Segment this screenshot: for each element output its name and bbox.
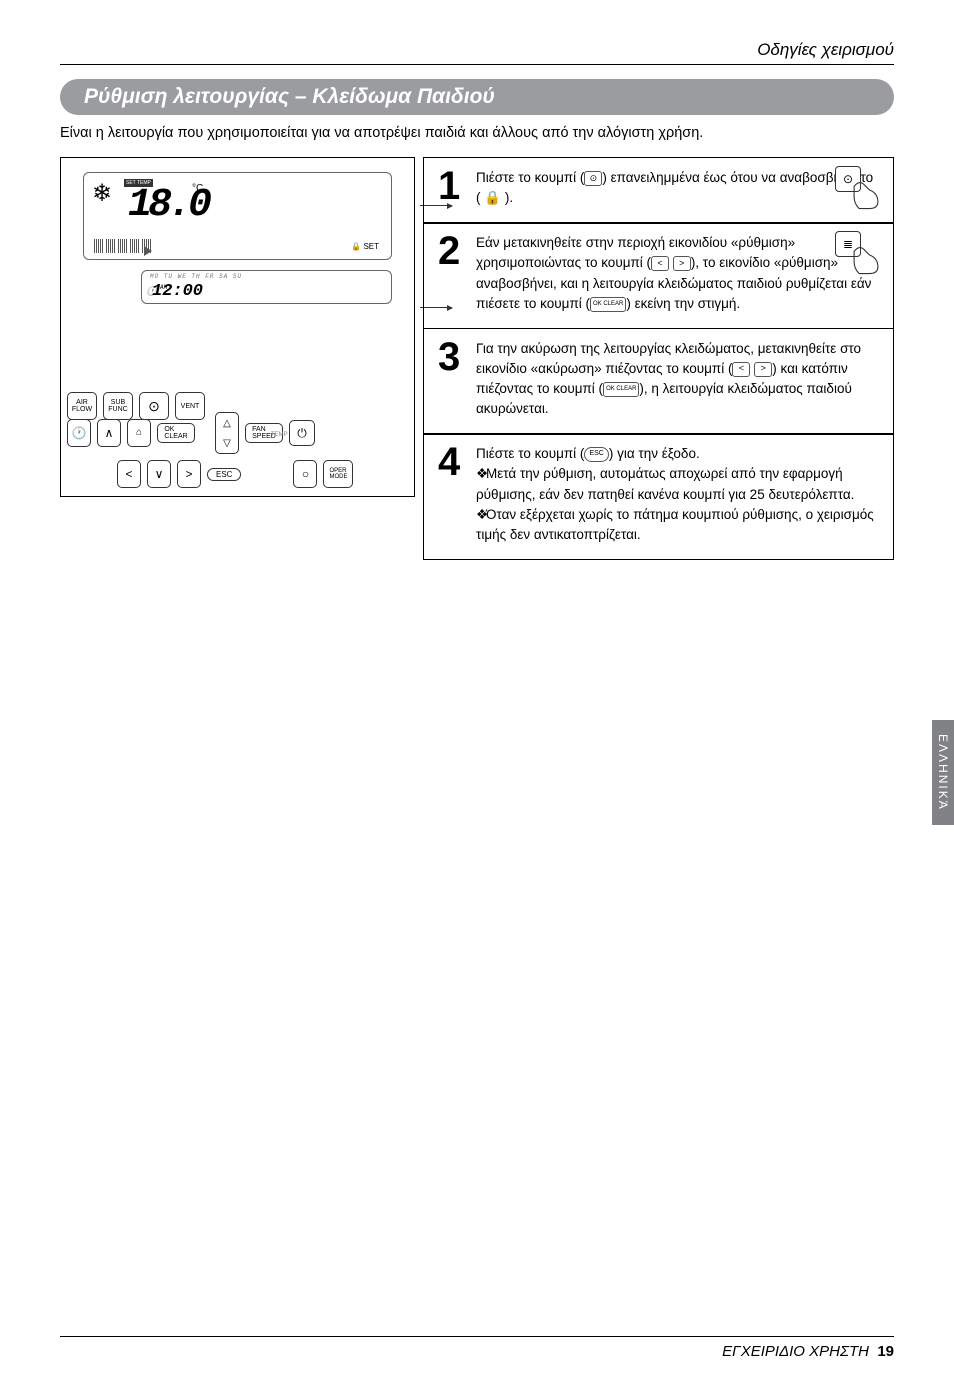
timer-button: 🕐 — [67, 419, 91, 447]
opermode-button: OPER MODE — [323, 460, 353, 488]
step-2: 2 Εάν μετακινηθείτε στην περιοχή εικονιδ… — [423, 222, 894, 329]
okclear-button: OK CLEAR — [157, 423, 195, 443]
step-3-text: Για την ακύρωση της λειτουργίας κλειδώμα… — [476, 339, 879, 420]
step-3: 3 Για την ακύρωση της λειτουργίας κλειδώ… — [423, 328, 894, 435]
remote-diagram: ❄ SET TEMP 18.0 °C 🔒 SET MO TU WE TH FR … — [60, 157, 415, 497]
step-3-number: 3 — [438, 339, 466, 420]
left-icon: < — [732, 362, 750, 377]
degree-label: °C — [192, 183, 203, 194]
section-title-bar: Ρύθμιση λειτουργίας – Κλείδωμα Παιδιού — [60, 79, 894, 115]
flow-arrow-icon — [144, 246, 152, 256]
lock-icon: 🔒 — [484, 190, 501, 205]
left-button: < — [117, 460, 141, 488]
remote-upper-display: ❄ SET TEMP 18.0 °C 🔒 SET — [83, 172, 392, 260]
left-icon: < — [651, 256, 669, 271]
step-1-number: 1 — [438, 168, 466, 209]
lock-set-label: 🔒 SET — [351, 242, 379, 251]
power-button: ⏻ — [289, 420, 315, 446]
step-4: 4 Πιέστε το κουμπί (ESC) για την έξοδο. … — [423, 433, 894, 560]
right-icon: > — [754, 362, 772, 377]
press-hand-icon-2: ≣ — [835, 231, 883, 279]
okclear-icon: OK CLEAR — [590, 297, 626, 312]
press-hand-icon-1: ⊙ — [835, 166, 883, 214]
okclear-icon: OK CLEAR — [603, 382, 639, 397]
weekdays-label: MO TU WE TH FR SA SU — [150, 273, 242, 280]
gear-icon: ⊙ — [584, 171, 602, 186]
temp-label: TEMP — [271, 432, 288, 438]
down-button: ∨ — [147, 460, 171, 488]
remote-lower-display: MO TU WE TH FR SA SU 🕐 AM 12:00 — [141, 270, 392, 304]
step-1-text: Πιέστε το κουμπί (⊙) επανειλημμένα έως ό… — [476, 168, 879, 209]
step-4-text: Πιέστε το κουμπί (ESC) για την έξοδο. ❖Μ… — [476, 444, 879, 545]
step-2-number: 2 — [438, 233, 466, 314]
page-footer: ΕΓΧΕΙΡΙΔΙΟ ΧΡΗΣΤΗ 19 — [60, 1336, 894, 1360]
header-section-title: Οδηγίες χειρισμού — [60, 40, 894, 60]
esc-button: ESC — [207, 468, 241, 481]
time-value: 12:00 — [152, 282, 203, 301]
intro-text: Είναι η λειτουργία που χρησιμοποιείται γ… — [60, 125, 894, 141]
step-1: 1 Πιέστε το κουμπί (⊙) επανειλημμένα έως… — [423, 157, 894, 224]
page-number: 19 — [877, 1343, 894, 1360]
updown-button: △▽ — [215, 412, 239, 454]
step-4-number: 4 — [438, 444, 466, 545]
circle-button: ○ — [293, 460, 317, 488]
right-icon: > — [673, 256, 691, 271]
header-rule — [60, 64, 894, 65]
language-tab: ΕΛΛΗΝΙΚΆ — [932, 720, 954, 825]
up-button: ∧ — [97, 419, 121, 447]
snowflake-icon: ❄ — [92, 179, 112, 208]
step-2-text: Εάν μετακινηθείτε στην περιοχή εικονιδίο… — [476, 233, 879, 314]
footer-label: ΕΓΧΕΙΡΙΔΙΟ ΧΡΗΣΤΗ — [722, 1343, 869, 1360]
hold-button: ⌂ — [127, 419, 151, 447]
esc-icon: ESC — [584, 447, 608, 462]
right-button: > — [177, 460, 201, 488]
